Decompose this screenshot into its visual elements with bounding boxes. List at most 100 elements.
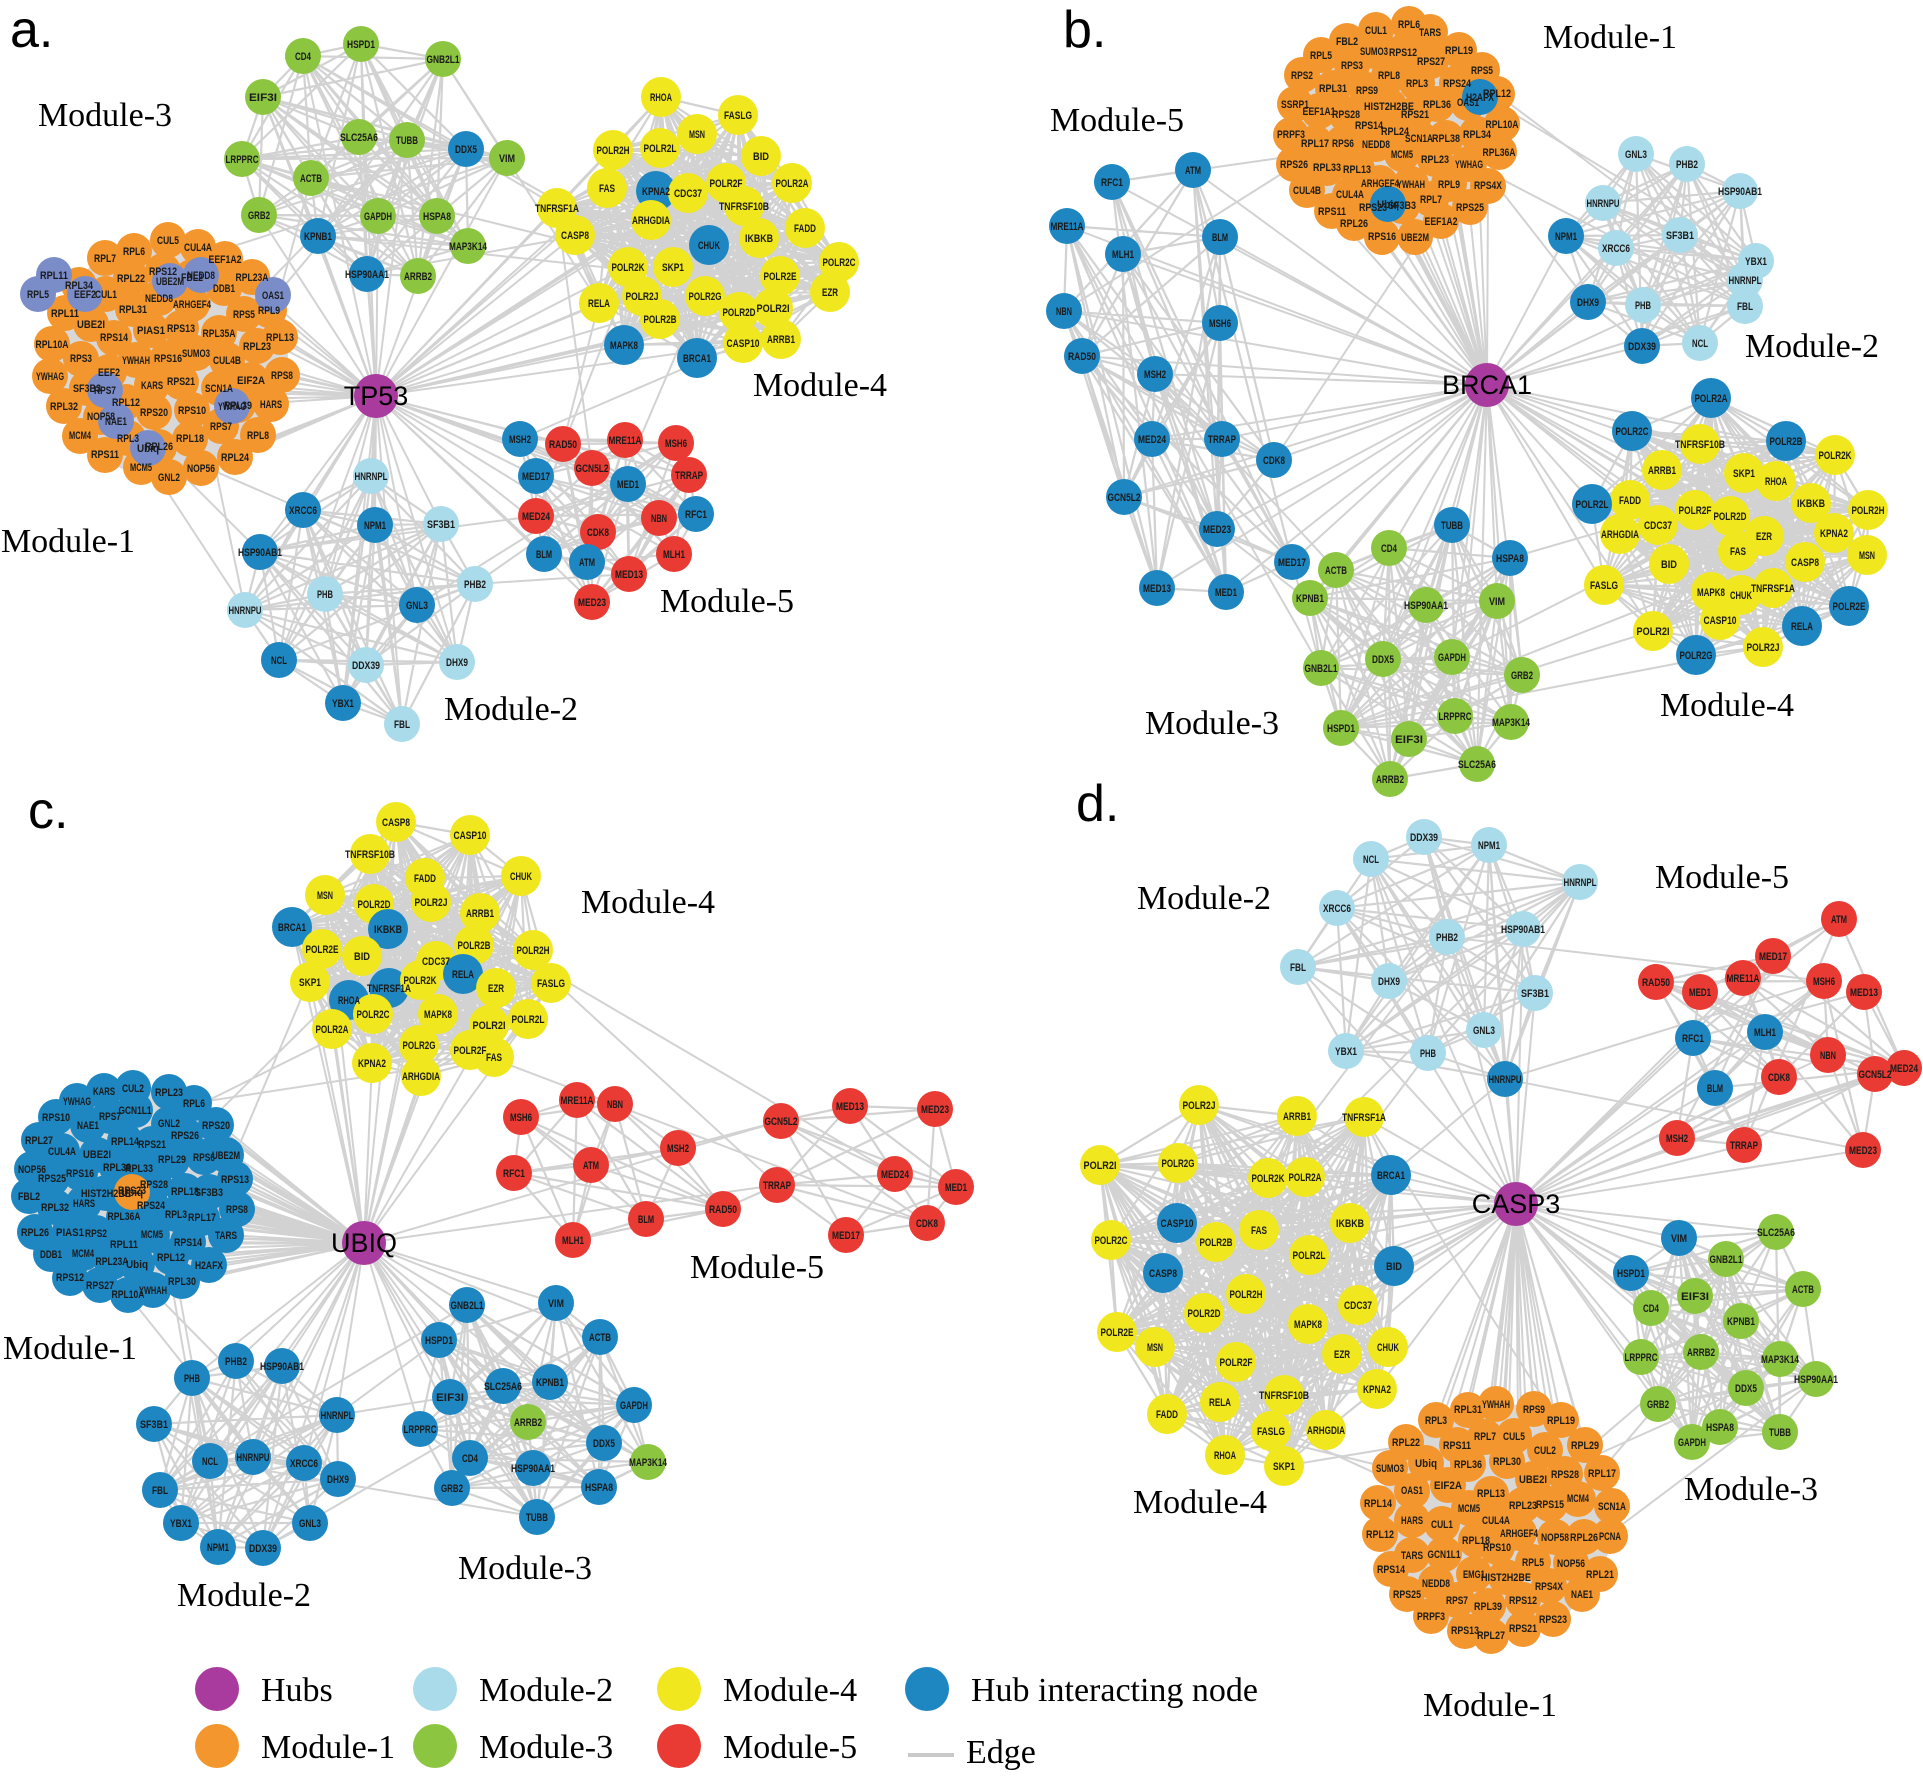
svg-text:CHUK: CHUK <box>698 240 720 252</box>
svg-text:GAPDH: GAPDH <box>620 1400 648 1412</box>
svg-text:POLR2B: POLR2B <box>1770 436 1803 448</box>
svg-text:ATM: ATM <box>583 1160 599 1172</box>
svg-text:RPS24: RPS24 <box>1443 78 1472 90</box>
svg-text:RPL8: RPL8 <box>1378 70 1400 82</box>
svg-text:NCL: NCL <box>1692 338 1708 350</box>
svg-text:POLR2E: POLR2E <box>764 271 797 283</box>
svg-text:ARHGDIA: ARHGDIA <box>1601 529 1639 541</box>
svg-text:POLR2B: POLR2B <box>644 314 677 326</box>
svg-text:TNFRSF1A: TNFRSF1A <box>1751 583 1795 595</box>
svg-text:RPL34: RPL34 <box>65 280 94 292</box>
svg-text:RPL21: RPL21 <box>1586 1569 1614 1581</box>
svg-text:MED17: MED17 <box>522 471 550 483</box>
svg-text:Module-5: Module-5 <box>660 583 794 620</box>
svg-text:RPS10: RPS10 <box>1483 1542 1511 1554</box>
svg-text:RPS8: RPS8 <box>271 370 293 382</box>
svg-text:FADD: FADD <box>1619 495 1641 507</box>
svg-text:HARS: HARS <box>73 1198 95 1210</box>
svg-text:HNRNPL: HNRNPL <box>321 1410 354 1422</box>
svg-text:MCM5: MCM5 <box>130 462 152 474</box>
svg-text:XRCC6: XRCC6 <box>1602 243 1630 255</box>
svg-text:RAD50: RAD50 <box>709 1204 737 1216</box>
svg-text:ARHGDIA: ARHGDIA <box>632 215 670 227</box>
svg-text:MAP3K14: MAP3K14 <box>1761 1354 1800 1366</box>
svg-text:RPS14: RPS14 <box>1377 1564 1406 1576</box>
svg-text:Module-1: Module-1 <box>1 523 135 560</box>
svg-text:UBE2M: UBE2M <box>212 1150 240 1162</box>
svg-text:SF3B1: SF3B1 <box>427 519 455 531</box>
svg-text:RELA: RELA <box>588 298 610 310</box>
svg-text:RPL33: RPL33 <box>1313 162 1341 174</box>
svg-text:GRB2: GRB2 <box>441 1483 463 1495</box>
svg-text:MCM4: MCM4 <box>72 1248 95 1260</box>
svg-text:SCN1A: SCN1A <box>1405 133 1433 145</box>
svg-text:RPL14: RPL14 <box>1364 1498 1393 1510</box>
svg-text:POLR2E: POLR2E <box>1833 601 1866 613</box>
svg-text:ARHGEF4: ARHGEF4 <box>1361 178 1400 190</box>
svg-text:RAD50: RAD50 <box>1642 977 1670 989</box>
svg-text:MLH1: MLH1 <box>1754 1027 1776 1039</box>
svg-text:SCN1A: SCN1A <box>1598 1501 1626 1513</box>
svg-text:EEF2: EEF2 <box>74 289 96 301</box>
svg-text:FBL: FBL <box>1290 962 1306 974</box>
svg-text:RPL10A: RPL10A <box>36 339 69 351</box>
svg-text:RPS11: RPS11 <box>1443 1440 1471 1452</box>
svg-text:RPL30: RPL30 <box>168 1276 196 1288</box>
svg-text:RPS2: RPS2 <box>1291 70 1313 82</box>
svg-text:RPS27: RPS27 <box>1417 56 1445 68</box>
svg-text:ARHGDIA: ARHGDIA <box>402 1071 440 1083</box>
svg-text:POLR2A: POLR2A <box>1289 1172 1322 1184</box>
svg-text:NOP58: NOP58 <box>87 411 115 423</box>
svg-text:RPL12: RPL12 <box>112 397 140 409</box>
svg-text:PHB: PHB <box>184 1373 200 1385</box>
svg-text:POLR2L: POLR2L <box>1293 1250 1326 1262</box>
svg-text:POLR2K: POLR2K <box>404 975 437 987</box>
svg-text:CD4: CD4 <box>1643 1303 1660 1315</box>
svg-text:RPS11: RPS11 <box>1318 206 1346 218</box>
svg-text:RPS26: RPS26 <box>1280 159 1308 171</box>
svg-text:NOP56: NOP56 <box>187 463 215 475</box>
svg-text:CDK8: CDK8 <box>587 527 609 539</box>
svg-text:RPS9: RPS9 <box>1523 1404 1545 1416</box>
svg-text:HSPD1: HSPD1 <box>425 1335 453 1347</box>
svg-text:CASP8: CASP8 <box>1149 1268 1177 1280</box>
svg-text:IKBKB: IKBKB <box>745 233 773 245</box>
svg-text:RPL31: RPL31 <box>1454 1404 1482 1416</box>
svg-text:TRRAP: TRRAP <box>763 1180 791 1192</box>
svg-text:ATM: ATM <box>579 557 595 569</box>
svg-text:Ubiq: Ubiq <box>121 1187 143 1199</box>
svg-text:CUL4A: CUL4A <box>1482 1515 1510 1527</box>
svg-text:FBL2: FBL2 <box>1336 36 1358 48</box>
svg-text:YWHAH: YWHAH <box>1397 179 1425 191</box>
svg-text:RPS9: RPS9 <box>1356 85 1378 97</box>
svg-text:RPL18: RPL18 <box>176 433 204 445</box>
svg-text:SF3B1: SF3B1 <box>1666 230 1694 242</box>
svg-text:RPL6: RPL6 <box>183 1098 205 1110</box>
svg-text:RPS12: RPS12 <box>1389 47 1417 59</box>
svg-text:YWHAG: YWHAG <box>36 371 64 383</box>
svg-text:CASP3: CASP3 <box>1472 1189 1561 1219</box>
svg-text:PHB: PHB <box>1635 300 1651 312</box>
svg-text:RPL7: RPL7 <box>1420 194 1442 206</box>
svg-text:HSPA8: HSPA8 <box>1706 1422 1734 1434</box>
svg-text:MSN: MSN <box>317 890 333 902</box>
svg-text:XRCC6: XRCC6 <box>290 1458 318 1470</box>
svg-text:Module-4: Module-4 <box>581 884 715 921</box>
svg-text:SKP1: SKP1 <box>1733 468 1755 480</box>
svg-text:HSP90AB1: HSP90AB1 <box>238 547 282 559</box>
svg-text:Module-2: Module-2 <box>479 1672 613 1709</box>
svg-text:CASP8: CASP8 <box>1791 557 1819 569</box>
svg-text:MSH6: MSH6 <box>665 438 687 450</box>
svg-text:HSPD1: HSPD1 <box>1617 1268 1645 1280</box>
svg-text:CD4: CD4 <box>462 1453 479 1465</box>
svg-text:SSRP1: SSRP1 <box>1281 99 1309 111</box>
svg-text:RFC1: RFC1 <box>1682 1033 1704 1045</box>
svg-text:POLR2F: POLR2F <box>710 178 743 190</box>
svg-text:RPL11: RPL11 <box>110 1239 138 1251</box>
svg-text:YWHAG: YWHAG <box>218 401 246 413</box>
svg-text:HSP90AB1: HSP90AB1 <box>260 1361 304 1373</box>
svg-text:RPS23: RPS23 <box>1359 202 1387 214</box>
svg-text:CDK8: CDK8 <box>1768 1072 1790 1084</box>
svg-text:RPL30: RPL30 <box>1493 1456 1521 1468</box>
svg-text:YBX1: YBX1 <box>1745 256 1767 268</box>
